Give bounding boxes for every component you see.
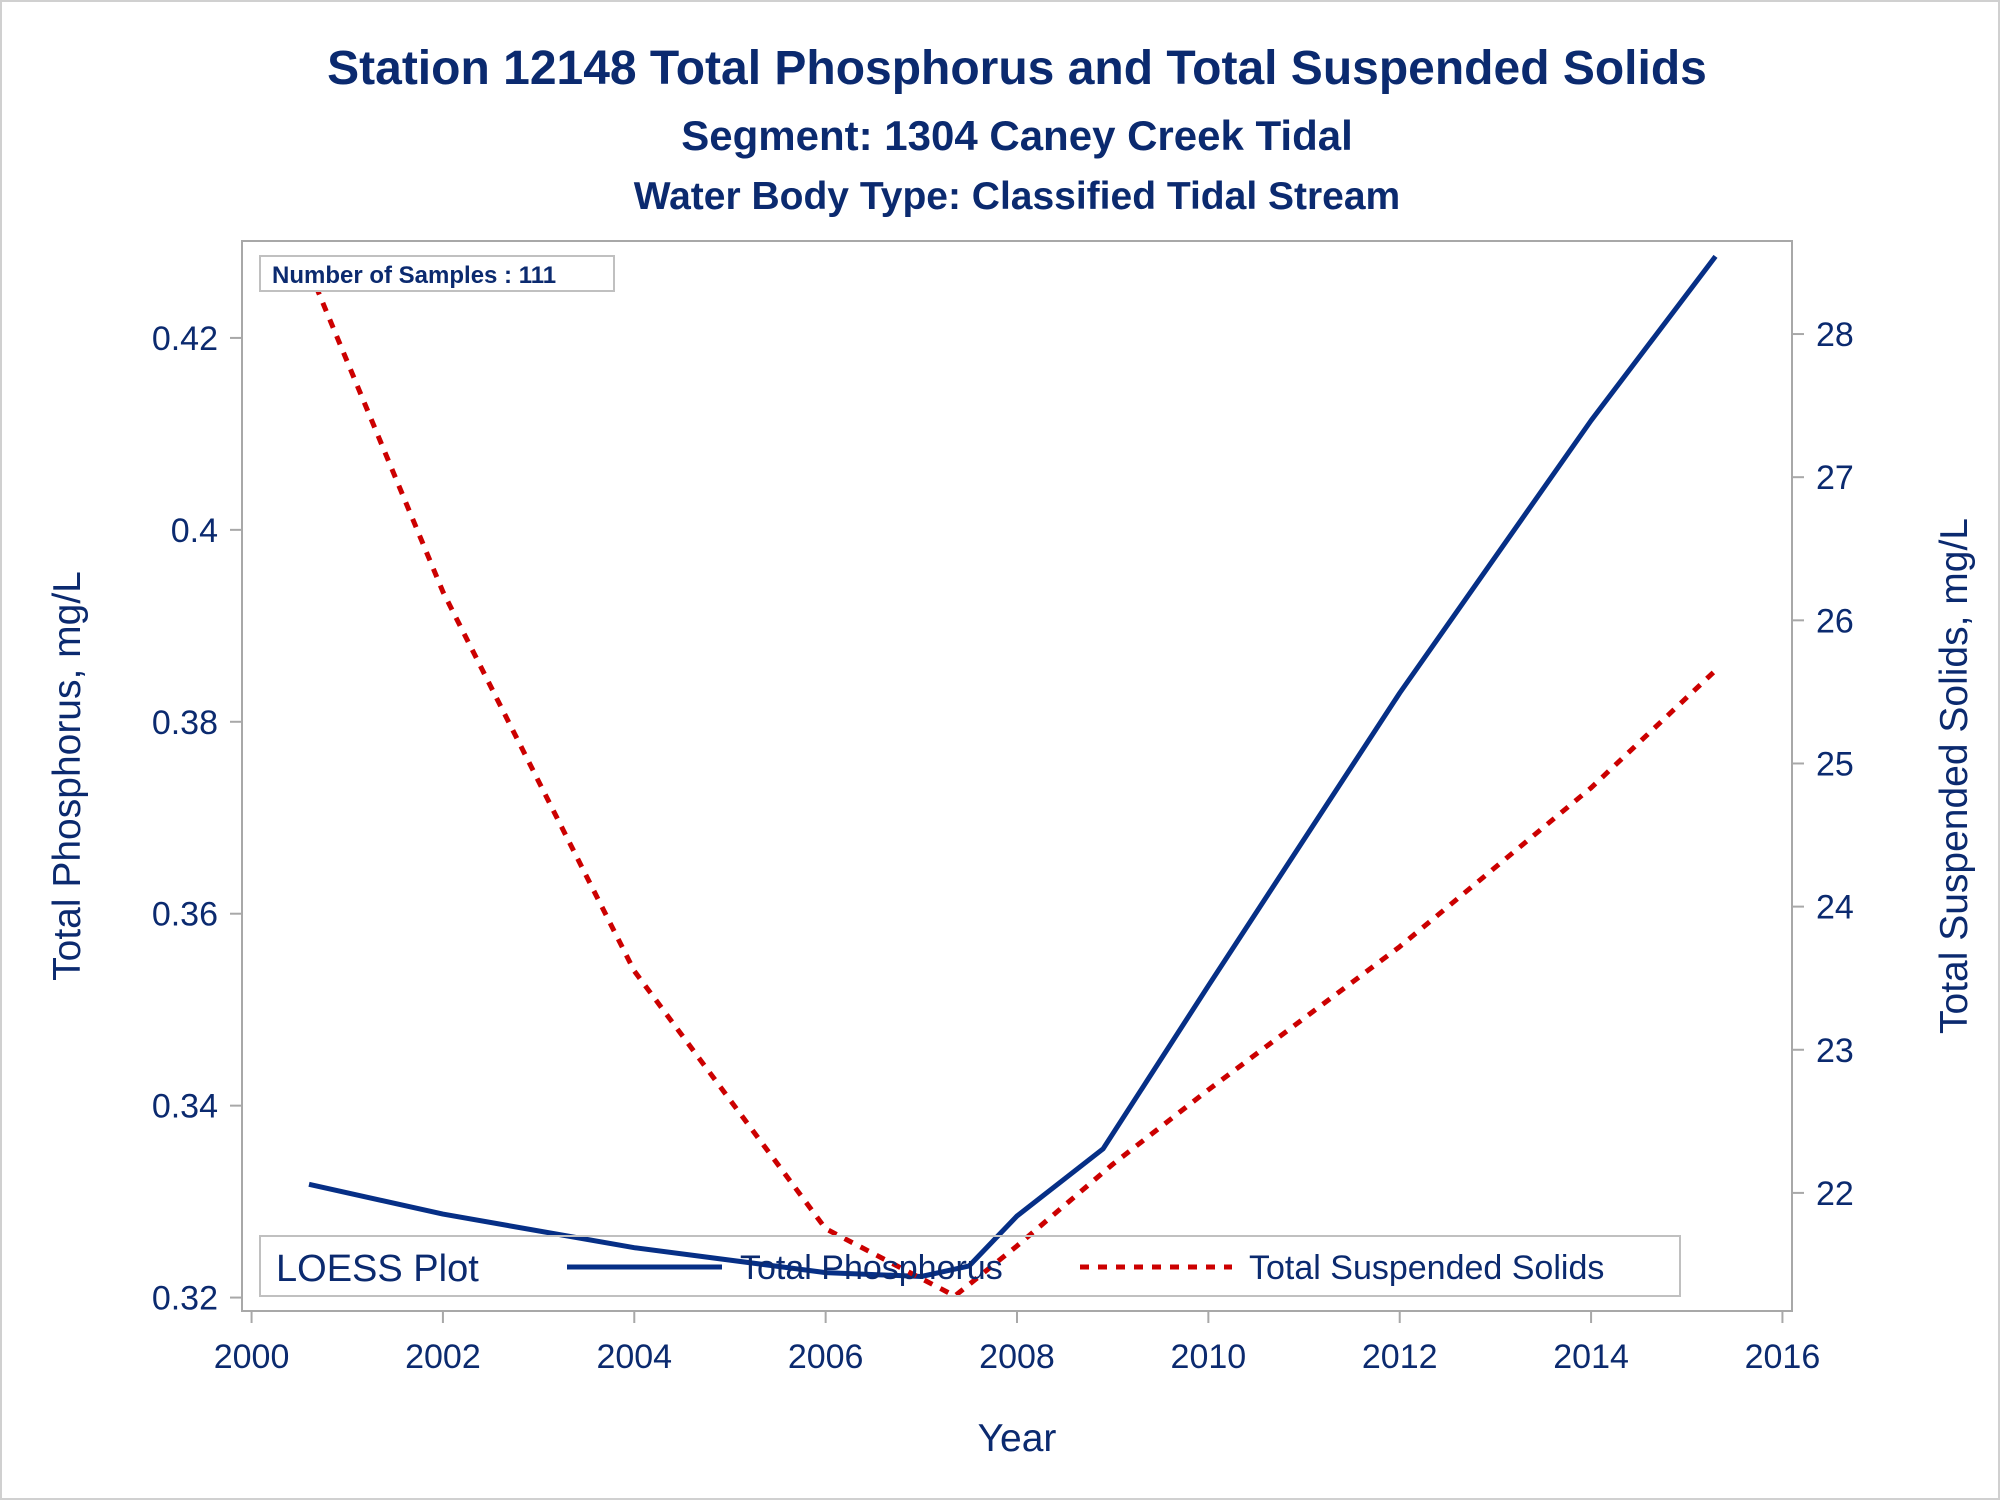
legend-label-total-suspended-solids: Total Suspended Solids — [1249, 1249, 1604, 1287]
series-line-total-phosphorus — [308, 254, 1718, 1279]
y-tick-label: 0.36 — [152, 896, 218, 934]
y-axis-label: Total Phosphorus, mg/L — [46, 571, 89, 981]
y2-tick-label: 28 — [1816, 316, 1854, 354]
plot-area — [241, 240, 1793, 1312]
chart-subtitle-2: Water Body Type: Classified Tidal Stream — [634, 175, 1400, 218]
legend-title: LOESS Plot — [276, 1248, 479, 1290]
x-tick-label: 2000 — [214, 1338, 290, 1376]
x-tick-label: 2016 — [1745, 1338, 1821, 1376]
ticks-layer: 2000 2002 2004 2006 2008 2010 2012 2014 2016 0.32… — [152, 316, 1854, 1376]
y-tick-label: 0.4 — [171, 512, 218, 550]
legend-label-total-phosphorus: Total Phosphorus — [740, 1249, 1003, 1287]
x-tick-label: 2002 — [405, 1338, 481, 1376]
y-tick-label: 0.34 — [152, 1088, 218, 1126]
y2-tick-label: 25 — [1816, 745, 1854, 783]
series-layer — [306, 254, 1718, 1299]
y-tick-label: 0.32 — [152, 1280, 218, 1318]
y2-axis-label: Total Suspended Solids, mg/L — [1933, 518, 1976, 1034]
legend-box — [259, 1235, 1681, 1297]
y2-tick-label: 26 — [1816, 602, 1854, 640]
x-tick-label: 2012 — [1362, 1338, 1438, 1376]
y2-tick-label: 22 — [1816, 1175, 1854, 1213]
y-tick-label: 0.42 — [152, 320, 218, 358]
x-tick-label: 2006 — [788, 1338, 864, 1376]
samples-label: Number of Samples : 111 — [272, 262, 556, 289]
x-tick-label: 2014 — [1553, 1338, 1629, 1376]
x-tick-label: 2010 — [1171, 1338, 1247, 1376]
series-line-total-suspended-solids — [306, 268, 1718, 1299]
x-tick-label: 2008 — [979, 1338, 1055, 1376]
x-tick-label: 2004 — [596, 1338, 672, 1376]
y2-tick-label: 27 — [1816, 459, 1854, 497]
chart-title: Station 12148 Total Phosphorus and Total… — [327, 42, 1707, 95]
samples-box — [259, 255, 615, 292]
y-tick-label: 0.38 — [152, 704, 218, 742]
chart-subtitle: Segment: 1304 Caney Creek Tidal — [681, 112, 1353, 159]
x-axis-label: Year — [978, 1417, 1057, 1460]
y2-tick-label: 24 — [1816, 889, 1854, 927]
y2-tick-label: 23 — [1816, 1032, 1854, 1070]
